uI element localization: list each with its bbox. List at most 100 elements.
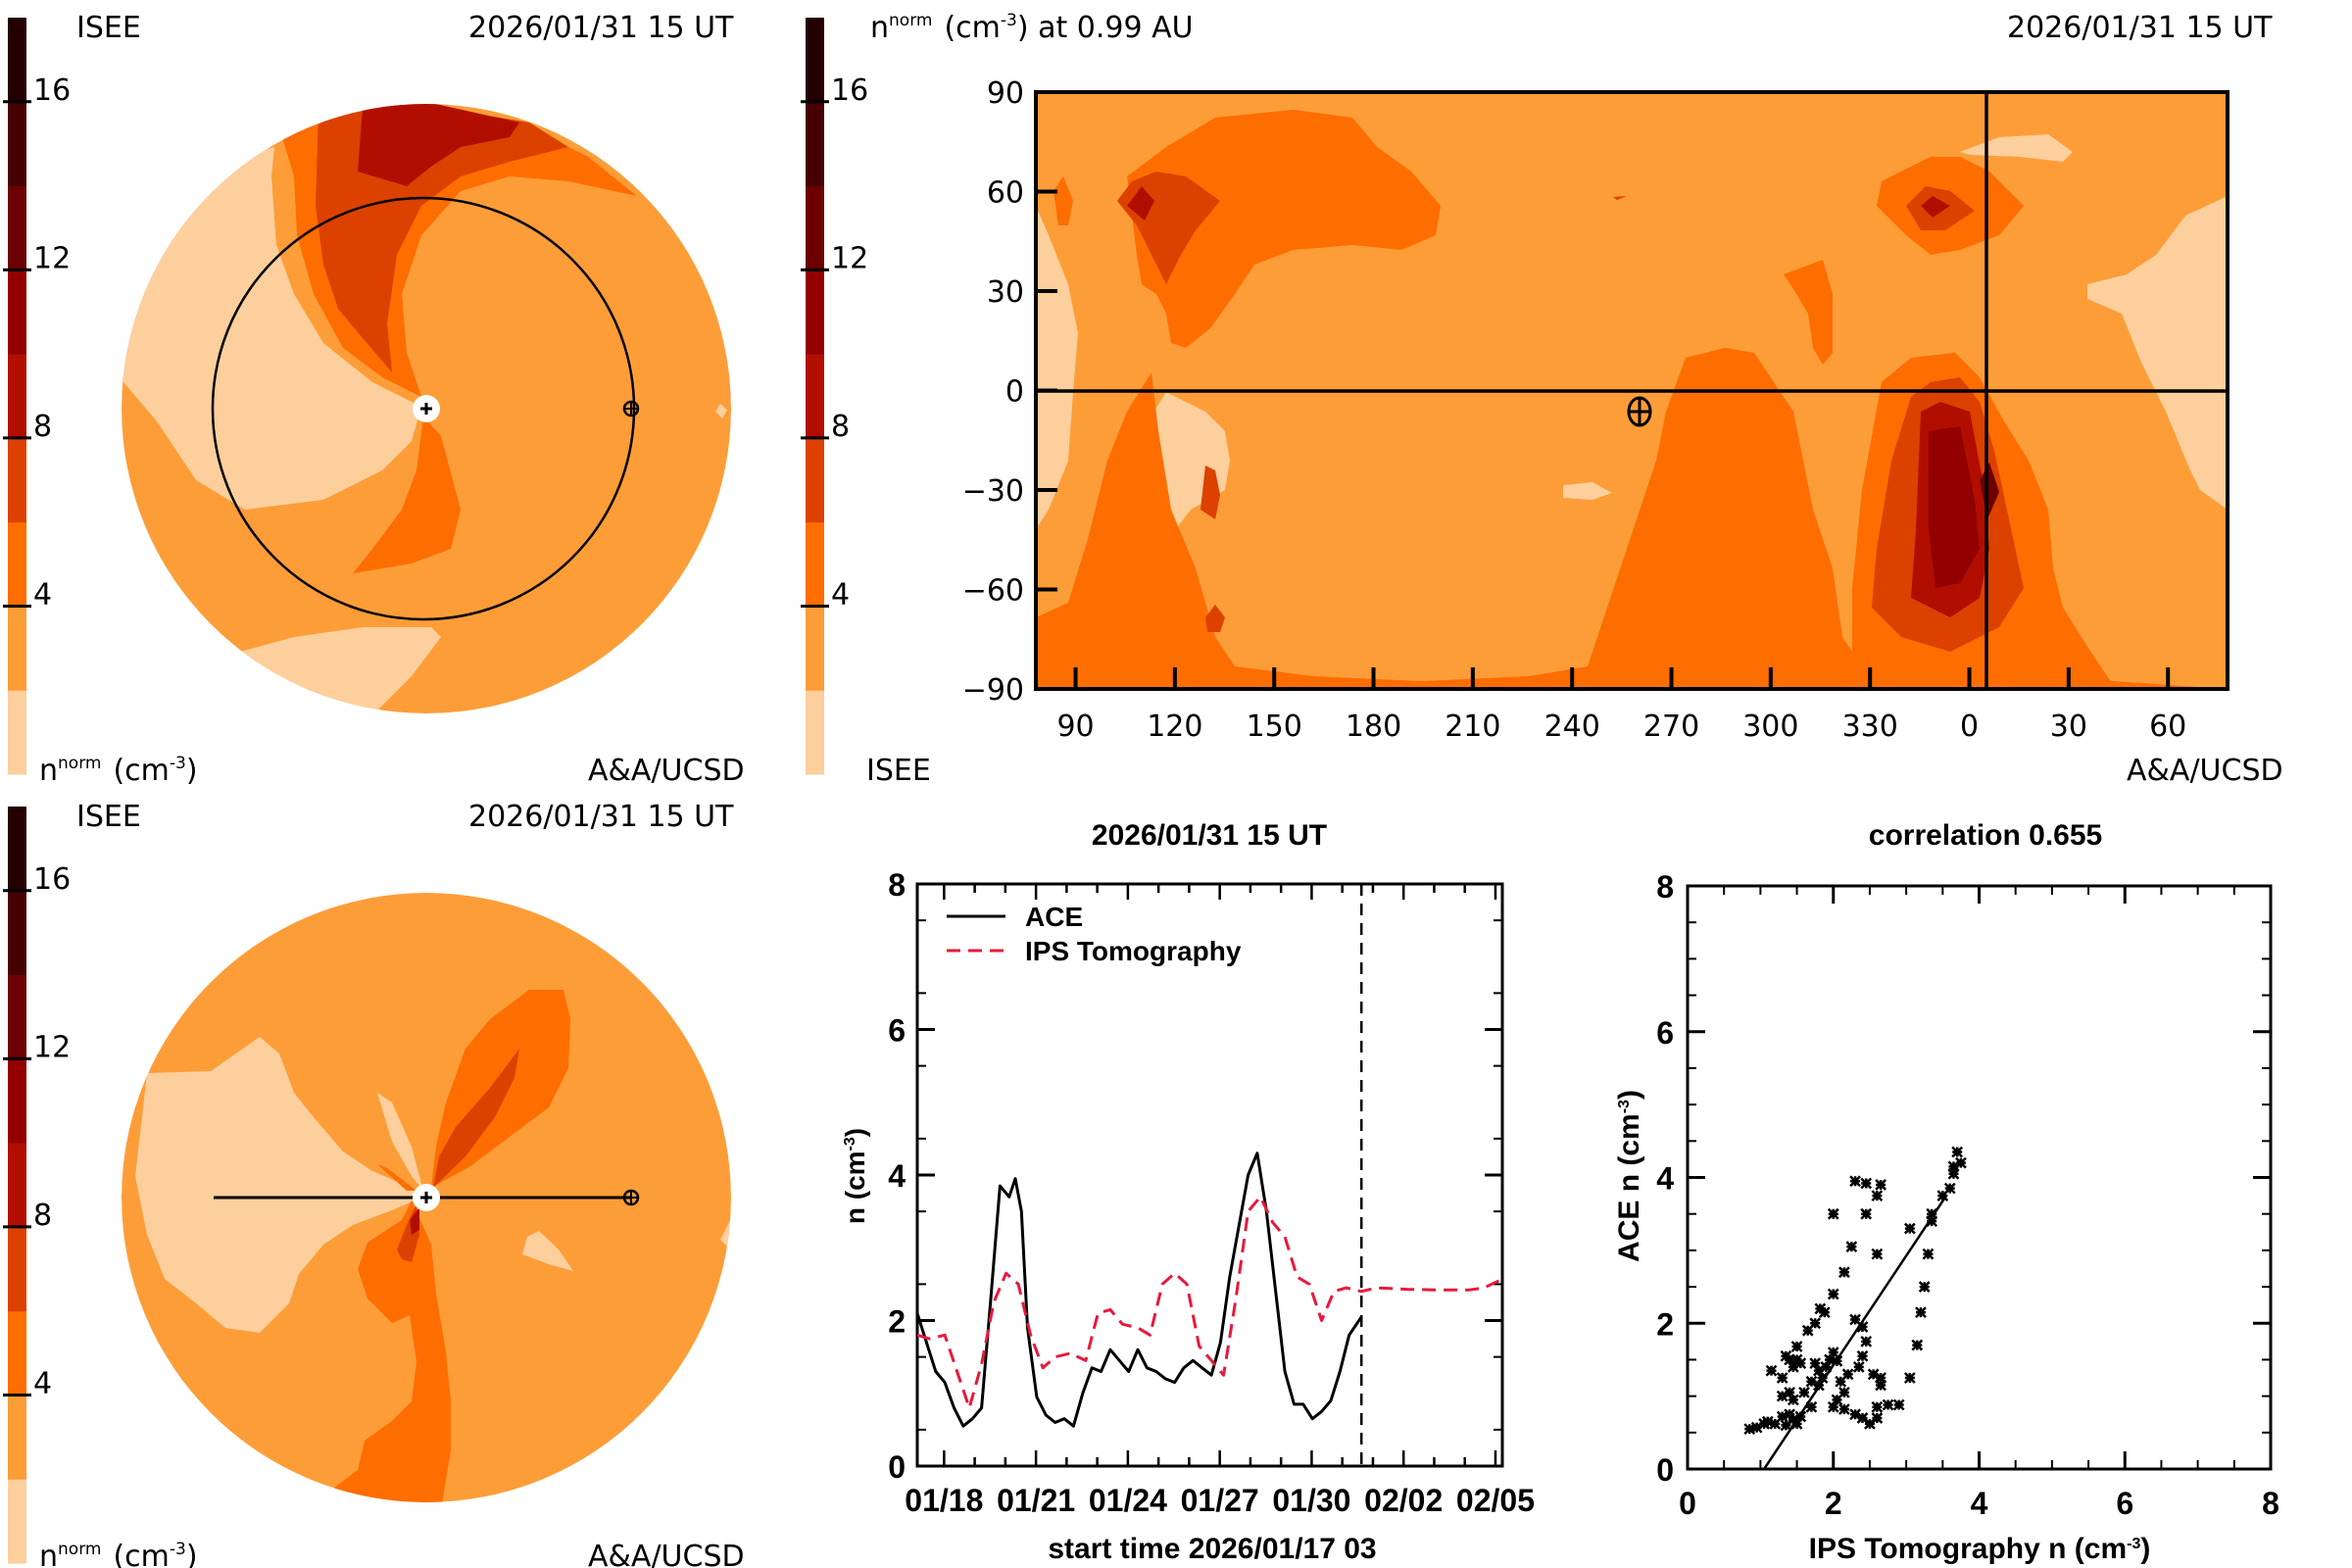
scatter-point [1769,1418,1782,1430]
earth-icon [622,400,640,417]
scatter-point [1947,1167,1960,1180]
y-tick-label: 0 [1656,1452,1674,1488]
meridional-contour-mid [318,1200,451,1502]
scatter-point [1776,1410,1788,1423]
scatter-point [1818,1306,1831,1318]
scatter-point [1875,1179,1886,1191]
scatter-frame [1686,884,2273,1471]
colorbar-band [806,690,824,775]
timeseries-xlabel: start time 2026/01/17 03 [1048,1533,1376,1565]
scatter-point [1875,1372,1886,1384]
colorbar-tick-label: 16 [33,862,71,897]
colorbar-band [806,521,824,607]
timeseries-title: 2026/01/31 15 UT [1092,819,1327,852]
ecliptic-contour-low [122,147,421,510]
sun-icon [413,395,440,422]
scatter-point [1824,1353,1836,1366]
scatter-point [1787,1394,1799,1406]
scatter-point [1856,1412,1869,1424]
x-tick-label: 180 [1346,710,1401,744]
scatter-point [1743,1423,1756,1435]
synoptic-contour-peak [1127,186,1154,220]
y-tick-label: 6 [1656,1015,1674,1051]
colorbar-band [8,807,26,892]
scatter-panel: correlation 0.655 00 2 2 4 4 6 6 8 8 IPS Tomogra… [1613,819,2279,1565]
colorbar-band [8,1226,26,1312]
colorbar-band [8,690,26,775]
meridional-unit-label: nnorm (cm-3) [39,1540,198,1568]
timeseries-ylabel: n (cm-3) [840,1128,870,1224]
synoptic-contour-peak3 [1980,463,1999,519]
colorbar-tick-label: 16 [33,74,71,108]
scatter-point [1864,1418,1876,1430]
y-tick-label: 8 [888,867,906,903]
ecliptic-contour-mid [353,416,461,573]
scatter-point [1922,1248,1935,1260]
colorbar-band [806,18,824,103]
ecliptic-contour-peak [358,104,519,186]
scatter-point [1794,1410,1807,1423]
synoptic-contour-peak2 [1929,426,1980,588]
scatter-point [1918,1281,1931,1293]
scatter-point [1831,1394,1843,1406]
colorbar-band [8,18,26,103]
scatter-point [1871,1248,1884,1260]
scatter-point [1798,1387,1810,1398]
scatter-axes: 00 2 2 4 4 6 6 8 8 [1656,869,2279,1521]
colorbar-band [806,270,824,355]
scatter-point [1892,1398,1905,1411]
x-tick-label: 150 [1247,710,1302,744]
synoptic-contour-low [2087,196,2228,510]
scatter-points [1743,1146,1967,1435]
colorbar-band [806,437,824,523]
scatter-point [1915,1306,1927,1318]
synoptic-y-axis: 90 60 30 0 −30 −60 −90 [962,76,1057,708]
scatter-point [1784,1387,1796,1398]
y-tick-label: 4 [1656,1161,1674,1197]
synoptic-contour-mid [1036,348,2228,689]
x-tick-label: 120 [1147,710,1202,744]
scatter-point [1805,1375,1818,1388]
x-tick-label: 01/27 [1181,1483,1259,1518]
meridional-contour-low [522,1231,573,1271]
y-tick-label: 2 [888,1304,906,1340]
scatter-point [1926,1207,1938,1220]
timeseries-frame [915,882,1504,1468]
scatter-point [1801,1324,1814,1337]
x-tick-label: 01/30 [1272,1483,1350,1518]
scatter-point [1849,1313,1861,1326]
x-tick-label: 210 [1445,710,1500,744]
x-tick-label: 90 [1056,710,1094,744]
synoptic-contour-mid [1784,260,1833,365]
colorbar-band [8,1058,26,1144]
ecliptic-panel: 4 8 12 16 ISEE 2026/01/31 15 UT nnorm (cm-3)… [3,11,745,788]
colorbar-band [806,354,824,439]
y-tick-label: 0 [888,1449,906,1485]
colorbar-band [8,1143,26,1228]
colorbar-band [8,1479,26,1564]
colorbar-band [8,354,26,439]
y-tick-label: 0 [1005,375,1024,410]
scatter-point [1838,1387,1850,1398]
colorbar-meridional: 4 8 12 16 [3,807,71,1564]
earth-icon [622,1189,640,1206]
colorbar-band [8,974,26,1059]
legend-label-ace: ACE [1025,902,1083,932]
synoptic-contour-high [1200,466,1220,519]
x-tick-label: 30 [2050,710,2087,744]
scatter-point [1951,1146,1964,1158]
scatter-point [1867,1368,1880,1381]
scatter-point [1750,1421,1763,1434]
x-tick-label: 8 [2262,1486,2279,1521]
scatter-point [1809,1357,1822,1370]
scatter-point [1776,1390,1788,1402]
colorbar-tick-label: 8 [33,410,52,444]
scatter-point [1856,1349,1869,1362]
scatter-point [1871,1400,1884,1413]
scatter-point [1831,1355,1843,1367]
scatter-point [1812,1379,1825,1392]
scatter-point [1875,1379,1886,1392]
colorbar-band [806,101,824,187]
x-tick-label: 2 [1825,1486,1842,1521]
